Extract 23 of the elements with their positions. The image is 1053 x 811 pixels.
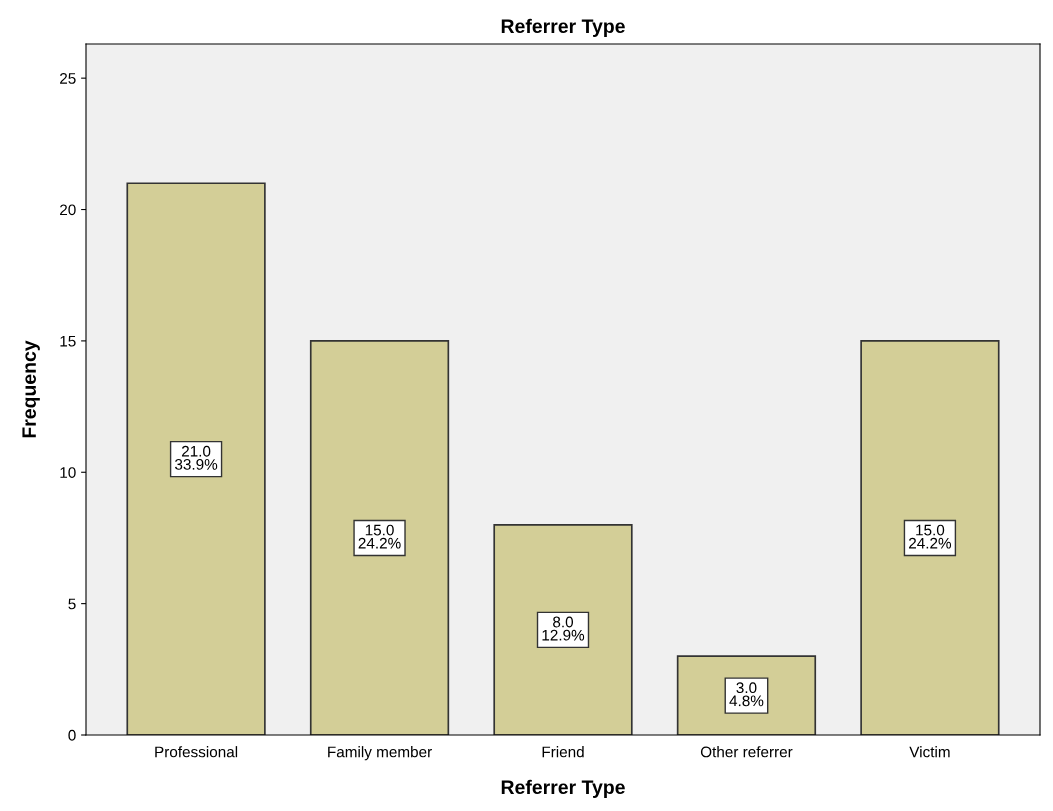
- chart-title: Referrer Type: [501, 18, 625, 37]
- data-label: 15.0 24.2%: [358, 524, 401, 549]
- y-tick-label: 0: [68, 729, 76, 741]
- bar: [126, 182, 266, 735]
- data-label: 15.0 24.2%: [909, 524, 952, 549]
- x-tick-label: Other referrer: [700, 746, 793, 758]
- bar: [309, 340, 450, 735]
- data-label: 8.0 12.9%: [542, 616, 585, 641]
- y-tick-label: 10: [60, 467, 76, 478]
- y-tick-label: 25: [60, 73, 76, 84]
- y-tick-label: 15: [60, 335, 76, 347]
- x-tick-label: Friend: [542, 746, 584, 758]
- x-axis-title: Referrer Type: [501, 779, 625, 798]
- x-tick-label: Professional: [155, 746, 238, 758]
- data-label: 21.0 33.9%: [175, 445, 218, 470]
- y-tick-label: 20: [60, 204, 76, 216]
- bar: [860, 340, 1000, 735]
- x-tick-label: Family member: [328, 746, 432, 761]
- y-axis-title: Frequency: [22, 340, 40, 438]
- data-label: 3.0 4.8%: [729, 682, 764, 707]
- x-tick-label: Victim: [909, 746, 950, 758]
- y-tick-label: 5: [68, 598, 76, 610]
- bar: [493, 523, 633, 735]
